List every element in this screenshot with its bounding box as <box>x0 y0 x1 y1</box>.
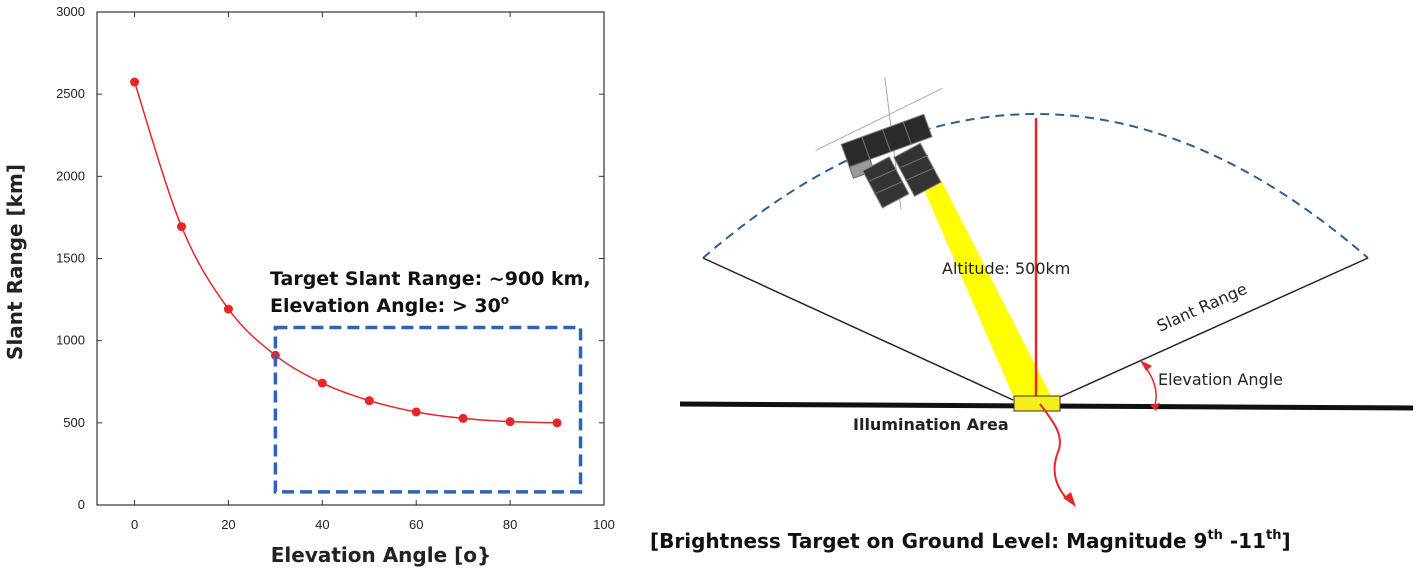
y-axis-title: Slant Range [km] <box>3 164 27 360</box>
data-point <box>130 77 140 87</box>
x-tick-label: 80 <box>503 517 517 532</box>
illumination-area <box>1013 395 1061 412</box>
y-tick-label: 1000 <box>56 333 85 348</box>
y-tick-label: 500 <box>63 415 85 430</box>
y-tick-label: 3000 <box>56 4 85 19</box>
chart-series <box>130 77 562 428</box>
y-tick-label: 1500 <box>56 251 85 266</box>
x-tick-label: 100 <box>593 517 615 532</box>
x-tick-label: 20 <box>221 517 235 532</box>
data-point <box>223 304 233 314</box>
x-tick-label: 60 <box>409 517 423 532</box>
altitude-label: Altitude: 500km <box>942 259 1070 278</box>
downward-arrow <box>1039 403 1069 501</box>
x-tick-label: 40 <box>315 517 329 532</box>
x-axis-title: Elevation Angle [o} <box>271 543 492 567</box>
y-tick-label: 0 <box>78 497 85 512</box>
data-point <box>552 418 562 428</box>
satellite-icon <box>815 77 943 210</box>
satellite-beam <box>922 178 1052 398</box>
plot-frame <box>96 11 605 506</box>
target-region-box <box>273 325 583 494</box>
y-tick-label: 2000 <box>56 168 85 183</box>
coverage-arc <box>702 113 1369 259</box>
slant-line-right <box>1059 257 1369 398</box>
data-point <box>177 222 186 232</box>
satellite-geometry-diagram: Altitude: 500km Slant Range Elevation An… <box>650 77 1414 553</box>
elevation-arrow-head-top <box>1140 360 1152 371</box>
illumination-area-label: Illumination Area <box>853 415 1009 434</box>
annotation-line-1: Target Slant Range: ~900 km, <box>270 268 591 290</box>
arrow-head <box>1063 492 1076 507</box>
slant-line-left <box>702 257 1014 401</box>
series-line <box>133 81 558 424</box>
data-point <box>317 378 327 388</box>
data-point <box>411 407 421 417</box>
elevation-angle-arc <box>1142 363 1157 406</box>
brightness-caption: [Brightness Target on Ground Level: Magn… <box>650 528 1291 553</box>
data-point <box>364 396 374 406</box>
annotation-line-2: Elevation Angle: > 30o <box>270 293 509 317</box>
data-point <box>505 417 515 427</box>
data-point <box>458 413 468 423</box>
elevation-arrow-head-bottom <box>1150 403 1160 411</box>
y-tick-label: 2500 <box>56 86 85 101</box>
elevation-angle-label: Elevation Angle <box>1158 370 1283 389</box>
x-tick-label: 0 <box>131 517 138 532</box>
slant-range-label: Slant Range <box>1154 279 1250 336</box>
